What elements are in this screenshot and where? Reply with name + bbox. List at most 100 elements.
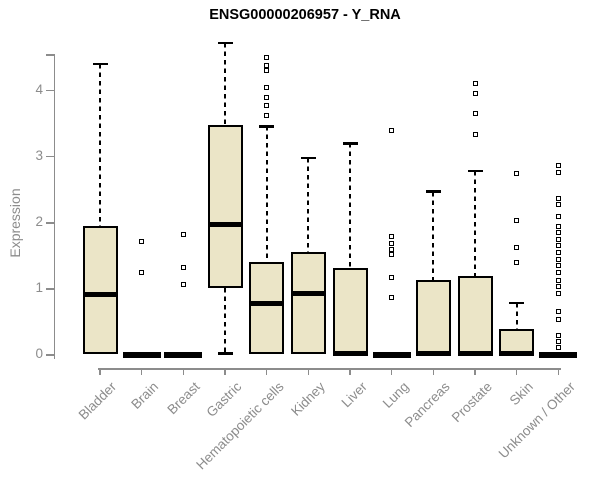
y-tick <box>45 288 54 290</box>
whisker-line-upper <box>474 171 477 276</box>
box-rect <box>332 268 368 354</box>
y-tick-label: 1 <box>35 279 43 295</box>
whisker-line-upper <box>432 191 435 280</box>
outlier-point <box>264 113 270 119</box>
outlier-point <box>180 281 186 287</box>
outlier-point <box>389 233 395 239</box>
x-tick <box>557 368 560 375</box>
whisker-line-upper <box>349 143 352 269</box>
chart-title: ENSG00000206957 - Y_RNA <box>209 7 401 23</box>
outlier-point <box>514 170 520 176</box>
x-tick <box>390 368 393 375</box>
outlier-point <box>555 250 561 256</box>
outlier-point <box>555 201 561 207</box>
x-tick <box>349 368 351 375</box>
median-line <box>207 221 243 227</box>
outlier-point <box>472 111 478 117</box>
outlier-point <box>180 231 186 237</box>
y-tick <box>45 354 54 356</box>
whisker-cap-upper <box>92 62 108 66</box>
outlier-point <box>555 332 561 338</box>
whisker-cap-upper <box>425 190 441 193</box>
outlier-point <box>555 269 561 275</box>
outlier-point <box>555 277 561 283</box>
y-tick-label: 3 <box>35 147 43 163</box>
outlier-point <box>180 265 186 271</box>
x-tick <box>99 368 101 375</box>
median-line <box>290 291 326 297</box>
median-line <box>82 291 118 297</box>
median-line <box>332 350 368 356</box>
outlier-point <box>389 127 395 133</box>
outlier-point <box>264 85 270 91</box>
outlier-point <box>264 55 270 61</box>
box-rect <box>499 328 535 354</box>
outlier-point <box>264 67 270 73</box>
box-rect <box>457 275 493 354</box>
x-tick-label: Brain <box>128 379 162 412</box>
outlier-point <box>555 308 561 314</box>
x-tick-label: Bladder <box>76 379 120 423</box>
outlier-point <box>555 339 561 345</box>
outlier-point <box>514 259 520 265</box>
y-axis-end-tick <box>45 54 54 56</box>
whisker-line-upper <box>265 126 268 262</box>
x-tick-label: Skin <box>507 379 537 409</box>
outlier-point <box>389 252 395 258</box>
outlier-point <box>472 132 478 138</box>
outlier-point <box>555 256 561 262</box>
outlier-point <box>264 62 270 68</box>
outlier-point <box>555 223 561 229</box>
y-tick <box>45 222 54 224</box>
whisker-cap-upper <box>259 125 275 128</box>
zero-bar <box>122 352 161 358</box>
x-tick-label: Breast <box>164 379 203 418</box>
outlier-point <box>264 94 270 100</box>
outlier-point <box>555 230 561 236</box>
x-tick <box>307 368 310 375</box>
x-tick-label: Unknown / Other <box>495 379 578 462</box>
y-axis-line <box>53 54 55 359</box>
outlier-point <box>555 284 561 290</box>
outlier-point <box>555 317 561 323</box>
outlier-point <box>514 218 520 224</box>
box-rect <box>290 251 326 354</box>
outlier-point <box>555 345 561 351</box>
box-rect <box>82 226 118 354</box>
outlier-point <box>514 245 520 251</box>
outlier-point <box>555 243 561 249</box>
outlier-point <box>472 90 478 96</box>
median-line <box>249 300 285 306</box>
x-axis-line <box>97 368 561 370</box>
whisker-cap-upper <box>300 156 316 160</box>
whisker-cap-upper <box>509 301 525 305</box>
zero-bar <box>164 352 203 358</box>
whisker-line-lower <box>224 288 226 354</box>
y-tick-label: 2 <box>35 213 43 229</box>
whisker-cap-lower <box>217 352 233 355</box>
x-tick <box>474 368 476 375</box>
zero-bar <box>372 352 411 358</box>
whisker-line-upper <box>224 43 226 125</box>
median-line <box>415 350 451 356</box>
outlier-point <box>389 240 395 246</box>
outlier-point <box>555 291 561 297</box>
y-tick <box>45 89 54 92</box>
x-tick-label: Lung <box>379 379 412 411</box>
zero-bar <box>539 352 578 358</box>
whisker-line-upper <box>99 64 101 227</box>
x-tick <box>182 368 185 375</box>
box-rect <box>207 124 243 289</box>
x-tick <box>432 368 435 375</box>
y-tick <box>45 155 54 158</box>
whisker-cap-upper <box>467 169 483 173</box>
outlier-point <box>389 294 395 300</box>
x-tick <box>224 368 226 375</box>
outlier-point <box>139 269 145 275</box>
outlier-point <box>555 214 561 220</box>
box-rect <box>415 279 451 354</box>
y-tick-label: 0 <box>35 346 43 361</box>
x-tick-label: Kidney <box>288 379 328 419</box>
outlier-point <box>264 102 270 108</box>
